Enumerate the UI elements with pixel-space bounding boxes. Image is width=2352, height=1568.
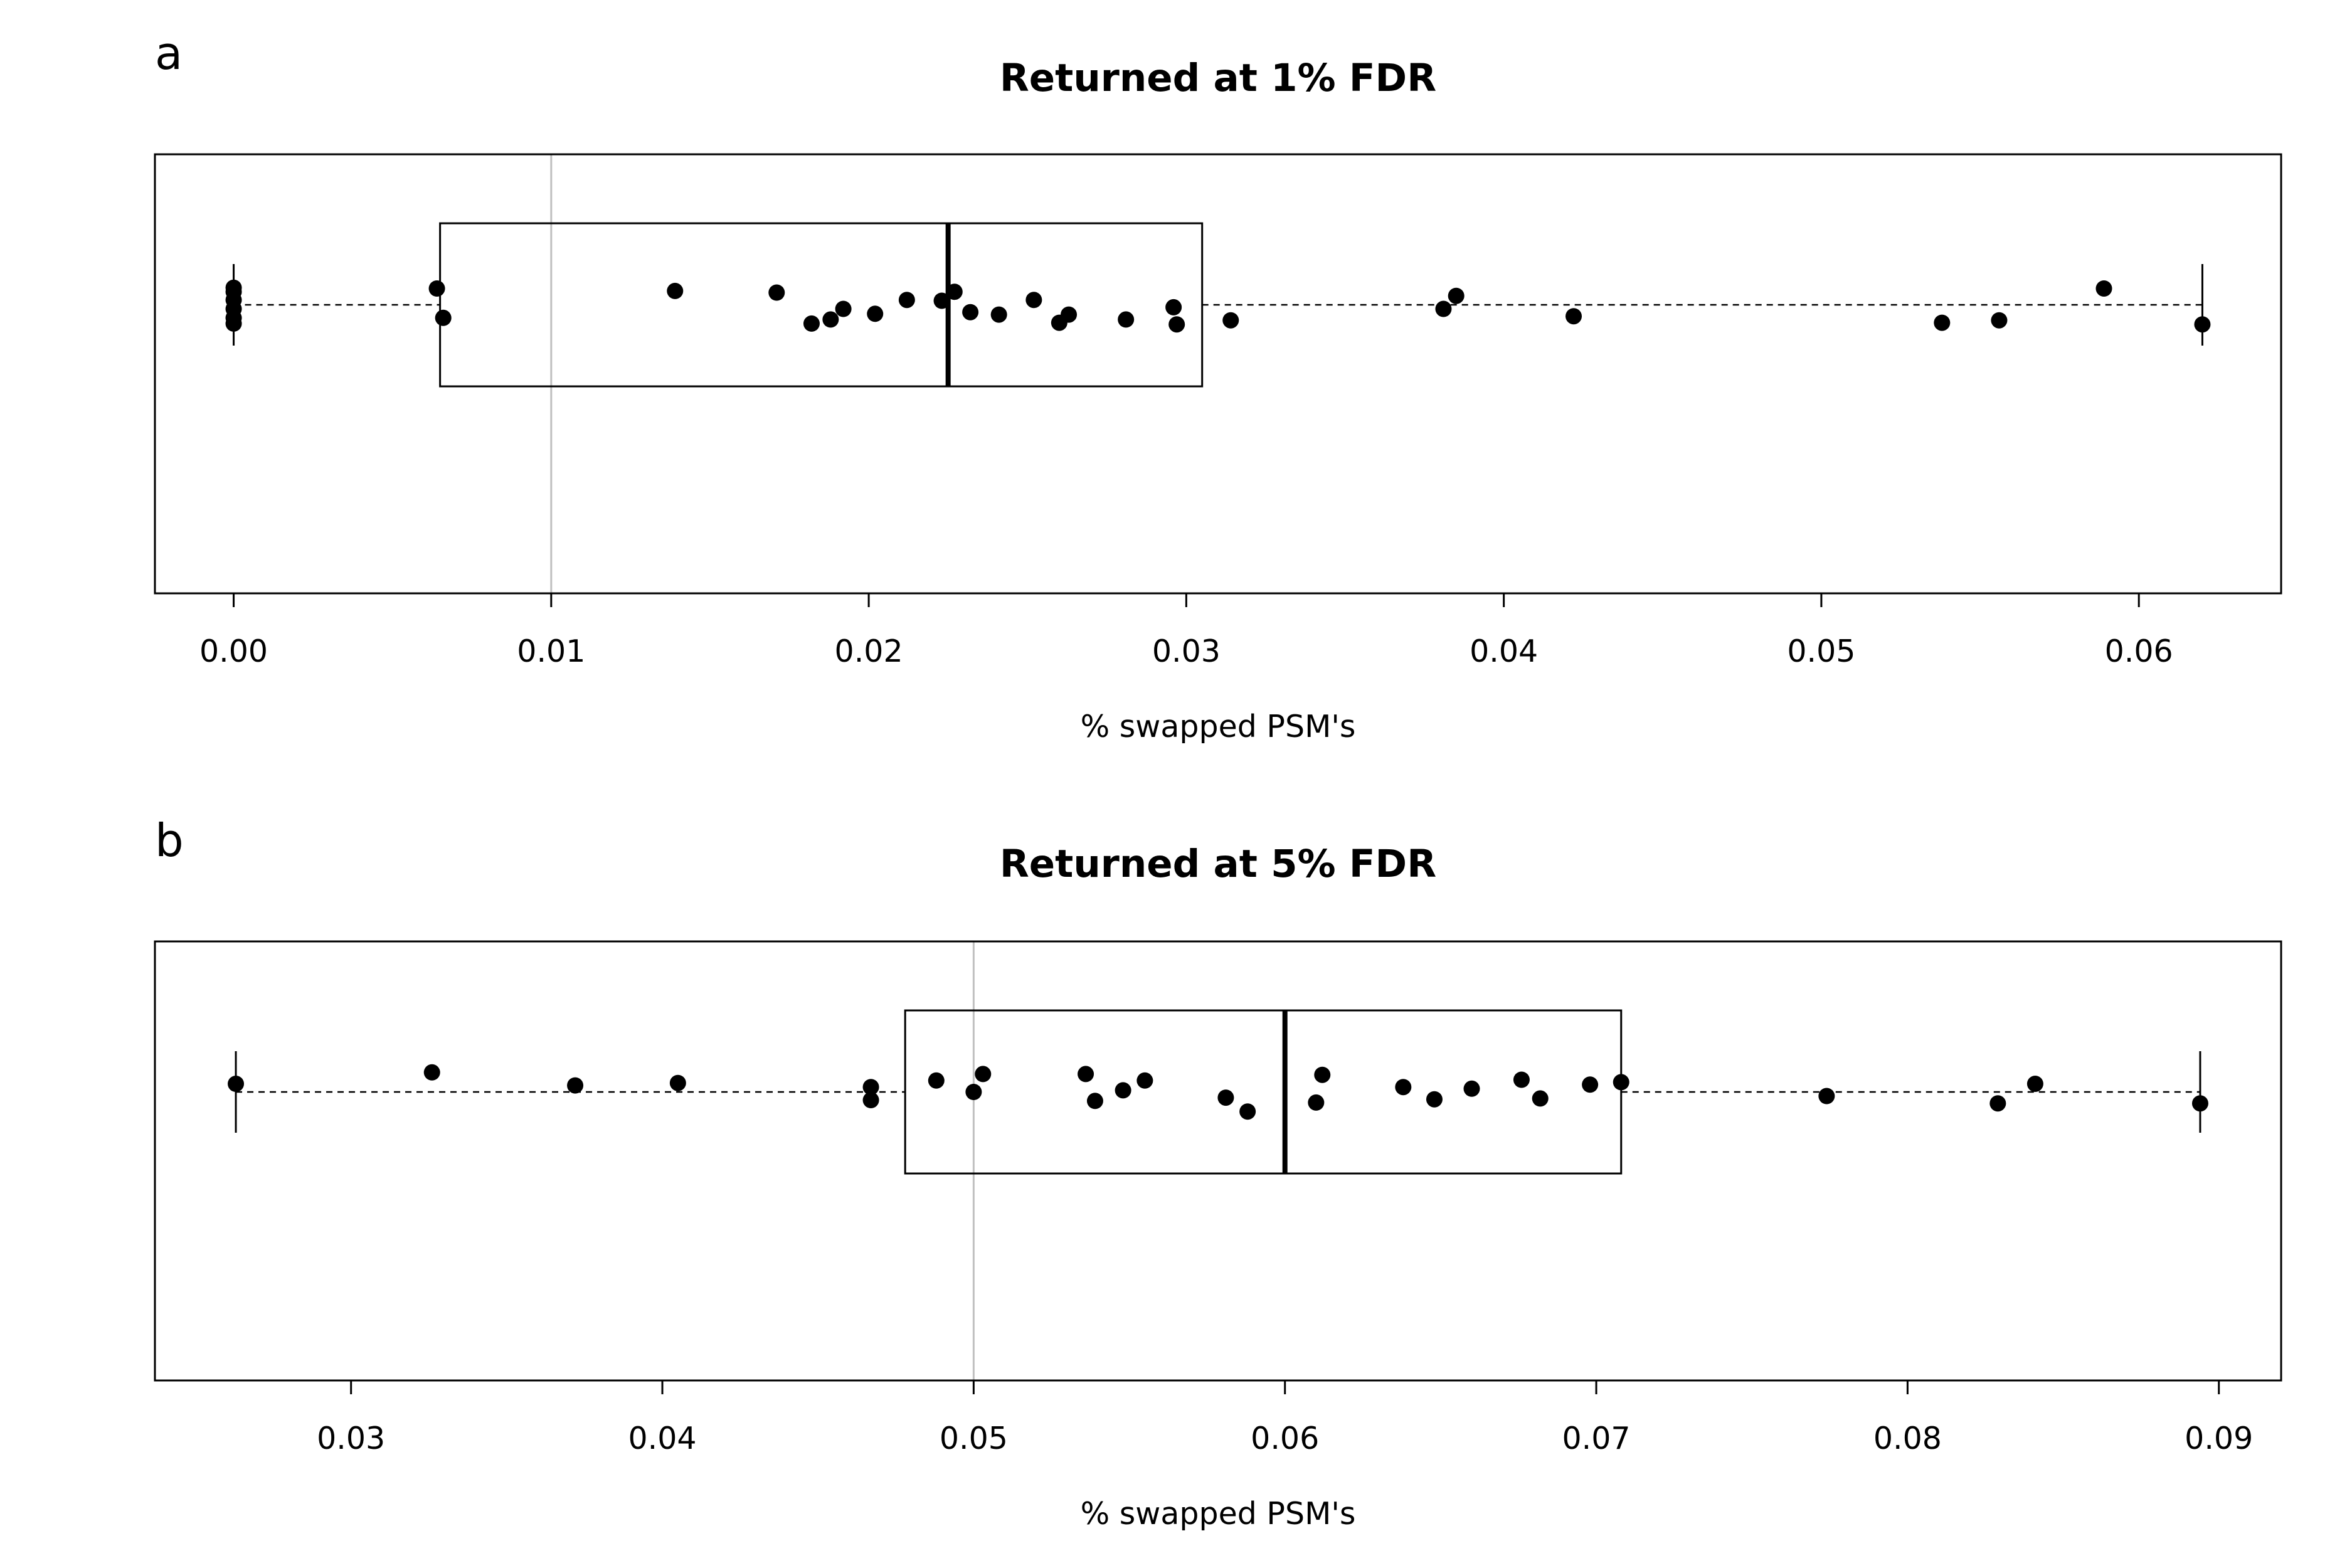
iqr-box [904, 1009, 1623, 1175]
data-point [1934, 314, 1951, 331]
x-tick-label: 0.08 [1873, 1421, 1942, 1456]
data-point [2095, 280, 2112, 297]
data-point [822, 311, 839, 328]
data-point [962, 304, 979, 320]
chart-title: Returned at 5% FDR [1000, 842, 1436, 886]
data-point [1136, 1072, 1153, 1089]
data-point [1222, 312, 1239, 329]
data-point [1463, 1080, 1480, 1097]
data-point [1532, 1090, 1549, 1107]
data-point [1165, 299, 1182, 315]
x-tick-label: 0.04 [1470, 633, 1538, 669]
chart-title: Returned at 1% FDR [1000, 56, 1436, 100]
x-tick-label: 0.09 [2185, 1421, 2253, 1456]
x-tick-label: 0.06 [1251, 1421, 1319, 1456]
data-point [669, 1074, 686, 1091]
data-point [768, 284, 785, 301]
x-axis-label: % swapped PSM's [1081, 1496, 1356, 1532]
panel-letter: a [155, 27, 183, 80]
data-point [1025, 292, 1042, 309]
data-point [1582, 1076, 1599, 1093]
data-point [990, 306, 1007, 323]
data-point [428, 280, 445, 297]
x-tick-label: 0.05 [940, 1421, 1008, 1456]
data-point [1217, 1089, 1234, 1106]
data-point [1613, 1074, 1629, 1091]
data-point [1989, 1095, 2006, 1112]
data-point [1308, 1094, 1325, 1111]
data-point [1314, 1066, 1331, 1083]
x-tick-label: 0.00 [199, 633, 268, 669]
x-axis-label: % swapped PSM's [1081, 709, 1356, 744]
plot-frame [154, 940, 2282, 1382]
data-point [1168, 316, 1185, 333]
x-tick-label: 0.02 [835, 633, 903, 669]
data-point [862, 1092, 879, 1108]
x-tick-label: 0.07 [1562, 1421, 1630, 1456]
data-point [1061, 306, 1078, 323]
data-point [1565, 308, 1582, 325]
data-point [567, 1077, 584, 1094]
panel-a: a Returned at 1% FDR % swapped PSM's 0.0… [154, 27, 2282, 744]
data-point [975, 1066, 992, 1083]
data-point [2191, 1095, 2208, 1112]
data-point [1448, 287, 1465, 304]
x-tick-label: 0.04 [628, 1421, 696, 1456]
data-point [803, 315, 820, 332]
data-point [867, 305, 884, 322]
panel-letter: b [155, 814, 184, 867]
data-point [965, 1084, 982, 1100]
data-point [946, 283, 963, 300]
data-point [1239, 1103, 1256, 1120]
data-point [862, 1079, 879, 1096]
data-point [1086, 1093, 1103, 1110]
data-point [2026, 1076, 2043, 1092]
x-tick-label: 0.03 [317, 1421, 385, 1456]
data-point [667, 282, 684, 299]
data-point [933, 292, 950, 309]
data-point [928, 1072, 945, 1089]
data-point [1395, 1079, 1412, 1096]
data-point [1078, 1066, 1094, 1083]
x-tick-label: 0.06 [2105, 633, 2173, 669]
x-tick-label: 0.03 [1152, 633, 1221, 669]
data-point [1118, 311, 1135, 328]
data-point [898, 292, 915, 309]
data-point [1513, 1071, 1530, 1088]
data-point [1115, 1082, 1131, 1099]
data-point [2194, 316, 2211, 333]
data-point [1426, 1091, 1443, 1108]
x-tick-label: 0.05 [1787, 633, 1855, 669]
data-point [835, 300, 852, 317]
data-point [1991, 312, 2008, 329]
data-point [1818, 1088, 1835, 1104]
x-tick-label: 0.01 [517, 633, 585, 669]
data-point [435, 309, 452, 326]
data-point [423, 1064, 440, 1081]
data-point [225, 315, 242, 332]
plot-frame [154, 153, 2282, 595]
panel-b: b Returned at 5% FDR % swapped PSM's 0.0… [154, 814, 2282, 1532]
data-point [1435, 300, 1452, 317]
iqr-box [439, 222, 1204, 388]
data-point [228, 1076, 245, 1092]
